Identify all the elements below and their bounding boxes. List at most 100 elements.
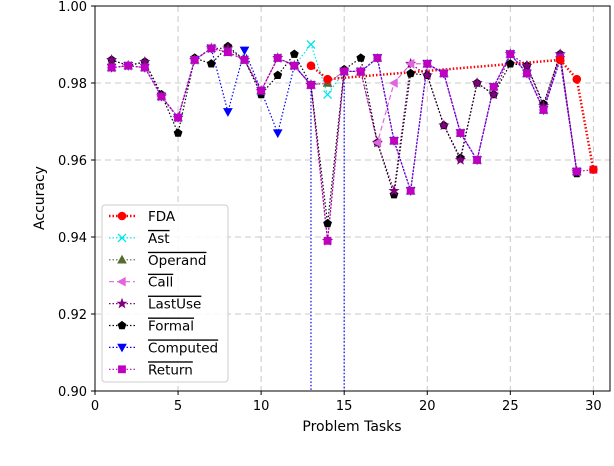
data-point	[356, 53, 366, 62]
x-tick-label: 15	[336, 399, 353, 414]
data-point	[272, 129, 283, 139]
legend-marker	[117, 343, 127, 353]
legend-label: Call	[148, 275, 173, 291]
data-point	[405, 58, 415, 69]
plot-frame	[94, 5, 611, 392]
data-point	[340, 67, 349, 76]
x-tick-label: 5	[174, 399, 182, 414]
legend-entry-operand: Operand	[109, 253, 206, 269]
data-point	[454, 154, 467, 165]
data-point	[306, 61, 316, 70]
legend-entry-ast: Ast	[109, 231, 170, 247]
data-point	[373, 54, 382, 62]
data-point	[307, 81, 315, 89]
data-point	[273, 70, 283, 80]
legend-entry-call: Call	[109, 275, 173, 291]
data-point	[240, 56, 249, 64]
x-tick-label: 0	[91, 399, 99, 414]
data-point	[140, 63, 149, 72]
legend-entry-fda: FDA	[109, 209, 176, 225]
axis-ticks: 0 5 10 15 20 25 30 0.90 0.92 0.94 0.96 0.98 1.00	[58, 0, 602, 414]
marker-group	[106, 40, 598, 246]
legend-marker	[116, 297, 128, 309]
data-point	[174, 113, 182, 122]
legend-label: FDA	[148, 209, 176, 225]
data-point	[555, 55, 565, 65]
data-point	[506, 50, 515, 59]
series-line-fda	[310, 58, 595, 170]
legend-entry-formal: Formal	[109, 319, 194, 335]
data-point	[289, 49, 299, 58]
data-point	[489, 82, 498, 91]
legend-label: Return	[148, 362, 193, 378]
legend-entry-lastuse: LastUse	[109, 297, 201, 313]
legend-entry-computed: Computed	[109, 340, 218, 356]
legend-box	[101, 204, 229, 383]
data-point	[206, 59, 216, 68]
data-point	[173, 128, 183, 137]
y-tick-label: 0.90	[58, 385, 87, 400]
data-point	[488, 88, 500, 100]
data-point	[589, 165, 598, 174]
legend-label: Ast	[148, 231, 170, 247]
data-point	[290, 61, 299, 70]
data-point	[572, 74, 582, 84]
data-point	[406, 186, 415, 195]
y-tick-label: 0.94	[58, 231, 87, 246]
data-point	[406, 68, 416, 78]
data-point	[157, 92, 166, 101]
legend-entry-return: Return	[109, 362, 193, 378]
y-tick-label: 0.98	[58, 77, 87, 92]
data-point	[273, 54, 282, 62]
x-axis-label: Problem Tasks	[302, 419, 401, 435]
data-point	[239, 46, 250, 56]
x-tick-label: 30	[585, 399, 602, 414]
data-point	[539, 106, 548, 114]
series-markers-return	[107, 44, 598, 245]
data-point	[323, 218, 332, 228]
data-point	[124, 61, 133, 70]
data-point	[523, 69, 531, 78]
data-point	[323, 90, 333, 100]
legend-label: Formal	[148, 319, 194, 335]
legend-marker	[116, 276, 126, 287]
y-axis-label: Accuracy	[32, 166, 48, 230]
data-point	[306, 40, 316, 49]
data-point	[390, 136, 398, 145]
data-point	[471, 77, 483, 88]
data-point	[505, 59, 515, 68]
data-point	[456, 129, 465, 137]
legend-label: Operand	[148, 253, 206, 269]
x-tick-label: 10	[253, 399, 270, 414]
data-point	[439, 69, 448, 78]
legend-marker	[117, 254, 127, 264]
data-point	[572, 167, 581, 176]
legend-label: LastUse	[148, 297, 201, 313]
legend-marker	[117, 211, 127, 221]
data-point	[421, 69, 433, 81]
x-tick-label: 25	[502, 399, 519, 414]
y-tick-label: 0.92	[58, 308, 87, 323]
data-point	[388, 184, 400, 196]
data-point	[473, 156, 481, 164]
data-point	[107, 63, 116, 72]
legend: FDA Ast Operand Call LastUse Formal Computed Re…	[101, 204, 229, 383]
data-point	[521, 59, 533, 71]
data-point	[372, 137, 382, 148]
data-point	[389, 78, 398, 88]
legend-marker	[118, 365, 126, 374]
data-point	[224, 48, 232, 57]
y-tick-label: 1.00	[58, 0, 87, 15]
data-point	[323, 74, 332, 84]
series-markers-fda	[306, 55, 598, 174]
y-tick-label: 0.96	[58, 154, 87, 169]
data-point	[223, 108, 233, 117]
x-tick-label: 20	[419, 399, 436, 414]
data-point	[257, 86, 266, 95]
data-point	[106, 54, 118, 65]
data-point	[323, 236, 332, 245]
data-point	[190, 56, 199, 64]
data-point	[207, 44, 216, 53]
legend-label: Computed	[148, 340, 218, 356]
